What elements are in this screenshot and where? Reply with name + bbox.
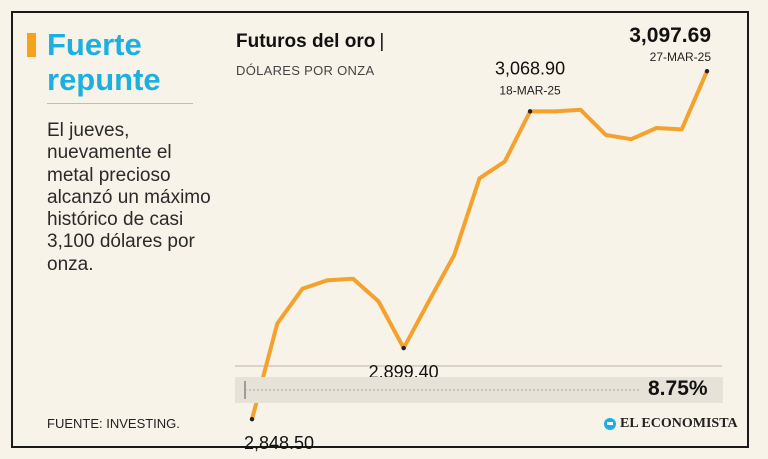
data-point (351, 277, 355, 281)
brand-logo: EL ECONOMISTA (604, 416, 738, 432)
annotation-date: 18-MAR-25 (499, 83, 561, 97)
annotation-value: 3,097.69 (629, 24, 711, 47)
brand-icon (604, 418, 616, 430)
annotation-marker (249, 416, 255, 422)
series-line-gold-futures (250, 69, 709, 422)
data-point (629, 137, 633, 141)
data-point (427, 299, 431, 303)
annotation-marker (704, 68, 710, 74)
data-point (478, 176, 481, 180)
headline-divider (47, 103, 193, 104)
annotation-marker (527, 109, 533, 114)
data-point (654, 126, 658, 130)
chart-subtitle: DÓLARES POR ONZA (236, 63, 375, 78)
annotation-value: 3,068.90 (495, 58, 565, 78)
annotation-value: 2,848.50 (244, 433, 314, 453)
chart-title: Futuros del oro | (236, 31, 385, 52)
data-point (553, 109, 557, 113)
headline: Fuerte repunte (47, 27, 161, 97)
data-point (376, 299, 380, 303)
change-strip (235, 377, 723, 403)
data-point (275, 322, 279, 325)
annotation-marker (401, 345, 406, 351)
data-point (326, 278, 330, 282)
annotation-date: 27-MAR-25 (650, 50, 712, 64)
data-point (301, 287, 305, 291)
chart-title-text: Futuros del oro (236, 31, 376, 52)
change-strip-ticks (244, 381, 640, 399)
change-percent: 8.75% (648, 377, 708, 400)
data-point (579, 108, 583, 112)
data-point (503, 160, 507, 163)
headline-accent-bar (27, 33, 36, 57)
brand-name: EL ECONOMISTA (620, 416, 738, 431)
infographic-frame (11, 11, 749, 448)
data-point (680, 127, 684, 131)
data-point (604, 133, 608, 137)
data-point (452, 253, 456, 257)
summary-text: El jueves, nuevamente el metal precioso … (47, 120, 211, 275)
source-note: FUENTE: INVESTING. (47, 416, 180, 431)
